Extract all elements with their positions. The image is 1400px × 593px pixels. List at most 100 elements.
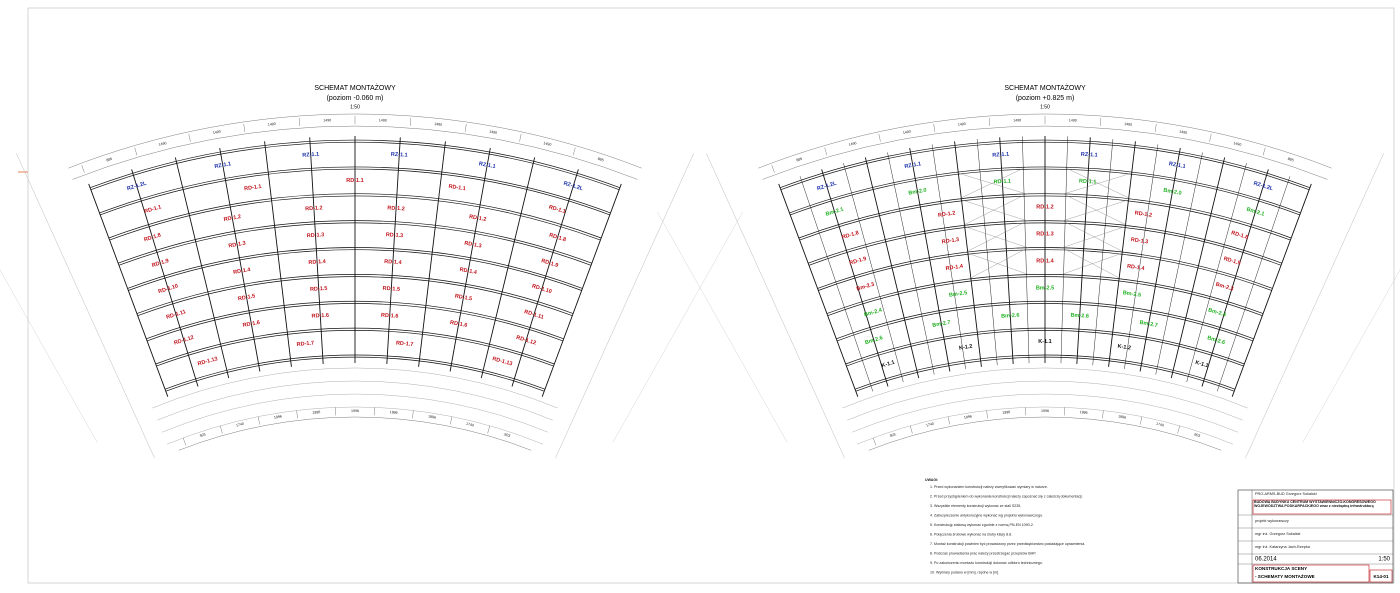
member-label: RZ-1.1 xyxy=(904,161,922,170)
member-label: RZ-1.2L xyxy=(1253,181,1275,193)
note-item: 9. Po zakończeniu montażu konstrukcji do… xyxy=(930,561,1043,565)
member-label: Bm-2.1 xyxy=(825,207,844,218)
member-label: Bm-2.7 xyxy=(932,320,951,329)
member-label: RD-1.2 xyxy=(305,205,323,212)
title-block: PRO-ARMS-BUD Grzegorz Sokalski BUDOWA BU… xyxy=(1238,490,1393,583)
dim-tick xyxy=(987,410,988,418)
radial-member xyxy=(1232,184,1311,397)
radial-member xyxy=(1187,163,1247,382)
dim-tick xyxy=(573,148,575,156)
guide-line xyxy=(613,212,743,443)
member-label: RD-1.4 xyxy=(384,259,403,266)
dim-tick xyxy=(135,148,137,156)
radial-member xyxy=(822,169,888,386)
member-label: RD-1.5 xyxy=(310,286,328,293)
member-label: Bm-2.6 xyxy=(864,335,883,346)
dim-tick xyxy=(412,410,413,418)
member-label: RD-1.8 xyxy=(1230,230,1248,241)
member-label: RZ-1.1 xyxy=(302,152,319,159)
member-label: RD-1.11 xyxy=(523,309,544,321)
dimension: 1996 xyxy=(390,410,398,415)
drawing-subtitle: - SCHEMATY MONTAŻOWE xyxy=(1255,573,1315,579)
member-label: Bm-2.3 xyxy=(856,282,875,293)
brace xyxy=(956,172,1027,194)
radial-member xyxy=(175,157,228,378)
dimension: 1996 xyxy=(428,414,437,419)
radial-member xyxy=(542,184,621,397)
dim-tick xyxy=(82,165,85,172)
dimension: 885 xyxy=(106,157,113,163)
dimension: 903 xyxy=(504,432,511,438)
brace xyxy=(969,248,1028,279)
dim-tick xyxy=(1210,134,1212,142)
brace xyxy=(965,221,1027,253)
radial-member xyxy=(89,184,168,397)
member-label: RZ-1.1 xyxy=(992,152,1009,159)
dim-arc xyxy=(869,417,1221,450)
radial-member xyxy=(512,169,578,386)
member-label: Bm-2.5 xyxy=(1122,290,1141,299)
member-label: Bm-2.0 xyxy=(1163,188,1182,197)
member-label: RD-1.2 xyxy=(468,214,486,223)
member-label: RD-1.8 xyxy=(548,232,566,243)
member-label: Bm-2.6 xyxy=(1206,335,1225,346)
investor: PRO-ARMS-BUD Grzegorz Sokalski xyxy=(1255,492,1317,496)
member-label: Bm-2.1 xyxy=(1246,207,1265,218)
stage: projekt wykonawczy xyxy=(1255,519,1289,523)
member-label: RD-1.2 xyxy=(938,210,956,218)
member-label: RD-1.5 xyxy=(382,286,400,293)
member-label: Bm-2.3 xyxy=(1215,282,1234,293)
member-label: Bm-2.7 xyxy=(1139,320,1158,329)
radial-member xyxy=(1202,169,1268,386)
dim-tick xyxy=(183,438,186,445)
guide-line xyxy=(1303,212,1400,443)
dim-tick xyxy=(879,134,881,142)
member-label: RD-1.5 xyxy=(454,293,472,302)
member-label: RD-1.6 xyxy=(449,320,467,329)
member-label: RZ-1.1 xyxy=(1081,152,1098,159)
brace xyxy=(1061,252,1124,274)
radial-member xyxy=(1156,152,1203,374)
dim-tick xyxy=(1263,148,1265,156)
dimension: 903 xyxy=(1194,432,1201,438)
dim-tick xyxy=(948,417,950,425)
radial-member xyxy=(887,152,934,374)
dimension: 903 xyxy=(889,432,896,438)
member-label: Bm-2.6 xyxy=(1001,313,1020,320)
member-label: RZ-1.2L xyxy=(816,180,838,192)
member-label: K-1.1 xyxy=(881,360,896,370)
dim-tick xyxy=(189,134,191,142)
dim-tick xyxy=(873,438,876,445)
member-label: RD-1.12 xyxy=(515,335,536,347)
checker: mgr inż. Katarzyna Jach-Rzepka xyxy=(1255,545,1311,549)
note-item: 7. Montaż konstrukcji powinien być prowa… xyxy=(930,542,1085,546)
dimension: 1996 xyxy=(1041,409,1049,413)
project-name: BUDOWA BUDYNKU CENTRUM WYSTAWIENNICZO-KO… xyxy=(1254,500,1390,508)
dimension: 885 xyxy=(1287,157,1294,163)
dimension: 1490 xyxy=(1233,141,1242,147)
member-label: RD-1.7 xyxy=(396,340,414,348)
dimension: 1490 xyxy=(543,141,552,147)
note-item: 4. Zabezpieczenie antykorozyjne wykonać … xyxy=(930,513,1043,517)
radial-member xyxy=(843,163,903,382)
dimension: 1740 xyxy=(466,422,475,428)
plan-scale: 1:50 xyxy=(1040,104,1050,110)
dimension: 1996 xyxy=(1118,414,1127,419)
lower-arc xyxy=(157,381,553,420)
member-label: RD-1.1 xyxy=(993,179,1011,186)
plan-title: SCHEMAT MONTAŻOWY xyxy=(1004,83,1086,92)
member-label: RD-1.3 xyxy=(228,241,246,250)
member-label: RD-1.12 xyxy=(173,335,194,347)
member-label: RZ-1.2L xyxy=(126,180,148,192)
member-label: RD-1.10 xyxy=(531,283,552,295)
member-label: RD-1.1 xyxy=(144,204,162,215)
sheet-border xyxy=(28,8,1394,583)
dim-tick xyxy=(520,134,522,142)
member-label: RD-1.3 xyxy=(1130,237,1148,245)
member-label: RD-1.3 xyxy=(464,241,482,250)
dim-tick xyxy=(1140,417,1142,425)
notes-heading: UWAGI: xyxy=(925,478,938,482)
dimension: 1490 xyxy=(379,118,387,122)
member-label: RD-1.7 xyxy=(296,340,314,348)
member-label: RD-1.4 xyxy=(308,259,327,266)
